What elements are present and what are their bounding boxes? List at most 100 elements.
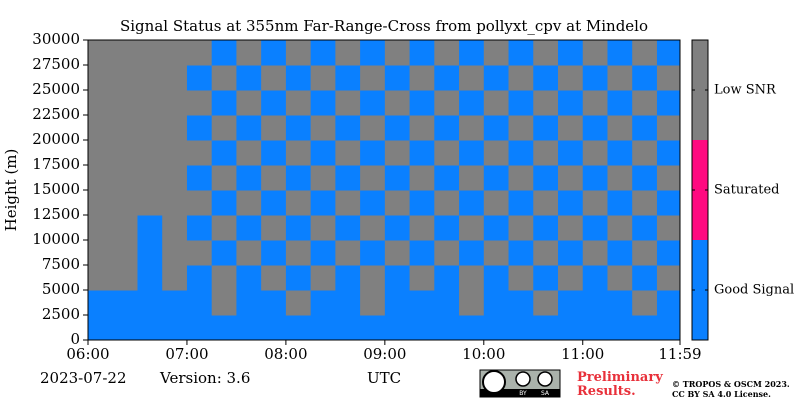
heatmap-cell [211,265,237,291]
heatmap-cell [261,240,287,266]
y-tick-label: 22500 [32,105,80,123]
heatmap-cell [434,290,460,316]
copyright: CC BY SA 4.0 License. [672,389,771,399]
heatmap-cell [310,190,336,216]
heatmap-cell [88,115,114,141]
heatmap-cell [582,190,608,216]
heatmap-cell [236,315,262,340]
heatmap-cell [557,290,584,316]
heatmap-cell [162,290,188,316]
heatmap-cell [483,90,510,116]
heatmap-cell [557,265,584,291]
heatmap-cell [483,290,510,316]
y-tick-label: 0 [70,330,80,348]
y-tick-label: 12500 [32,205,80,223]
heatmap-cell [533,190,559,216]
x-tick-label: 11:59 [658,345,701,363]
heatmap-cell [186,140,213,166]
heatmap-cell [88,190,114,216]
heatmap-cell [310,115,336,141]
heatmap-cell [434,215,460,241]
notice-line: Results. [577,384,636,399]
heatmap-cell [459,265,485,291]
heatmap-cell [384,215,411,241]
heatmap-cell [261,190,287,216]
heatmap-cell [88,290,114,316]
heatmap-cell [459,240,485,266]
date: 2023-07-22 [40,369,126,387]
heatmap-cell [162,90,188,116]
badge-text: SA [541,390,550,397]
heatmap-cell [88,40,114,66]
heatmap-cell [112,290,138,316]
heatmap-cell [360,65,386,91]
heatmap-cell [409,165,435,191]
heatmap-cell [112,40,138,66]
heatmap-cell [656,215,680,241]
heatmap-cell [632,190,658,216]
heatmap-cell [459,115,485,141]
heatmap-cell [632,115,658,141]
heatmap-cell [607,90,633,116]
heatmap-cell [434,315,460,340]
heatmap-cell [88,65,114,91]
x-tick-label: 11:00 [561,345,604,363]
heatmap-cell [384,165,411,191]
heatmap-cell [360,40,386,66]
heatmap-cell [483,315,510,340]
heatmap-cell [459,290,485,316]
heatmap-cell [211,65,237,91]
heatmap-cell [285,115,312,141]
colorbar-segment [692,240,708,340]
heatmap-cell [434,265,460,291]
heatmap-cell [310,90,336,116]
heatmap-cell [112,265,138,291]
heatmap-cell [211,290,237,316]
heatmap-cell [236,265,262,291]
heatmap-cell [409,90,435,116]
heatmap-cell [582,315,608,340]
heatmap-cell [162,40,188,66]
heatmap-cell [211,115,237,141]
heatmap-cell [310,65,336,91]
heatmap-cell [335,140,361,166]
heatmap-cell [434,65,460,91]
heatmap-cell [632,215,658,241]
heatmap-cell [285,265,312,291]
heatmap-cell [483,165,510,191]
heatmap-cell [632,290,658,316]
heatmap-cell [533,215,559,241]
colorbar-segment [692,40,708,140]
heatmap-cell [607,240,633,266]
heatmap-cell [582,240,608,266]
heatmap-cell [285,215,312,241]
heatmap-cell [261,65,287,91]
heatmap-cell [162,65,188,91]
heatmap-cell [335,115,361,141]
heatmap-cell [137,215,163,241]
heatmap-cell [459,215,485,241]
heatmap-cell [285,140,312,166]
heatmap-cell [261,40,287,66]
heatmap-cell [557,40,584,66]
heatmap-cell [384,190,411,216]
heatmap-cell [211,40,237,66]
y-axis-label: Height (m) [2,149,20,232]
heatmap-cell [607,65,633,91]
heatmap-cell [557,115,584,141]
heatmap-cell [211,140,237,166]
heatmap-cell [261,215,287,241]
heatmap-cell [483,215,510,241]
heatmap-cell [335,90,361,116]
heatmap-cell [360,190,386,216]
heatmap-cell [88,240,114,266]
heatmap-cell [261,90,287,116]
heatmap-cell [360,290,386,316]
heatmap-cell [459,140,485,166]
heatmap-cell [384,65,411,91]
heatmap-cell [632,315,658,340]
heatmap-cell [360,215,386,241]
heatmap-cell [384,240,411,266]
heatmap-cell [186,90,213,116]
